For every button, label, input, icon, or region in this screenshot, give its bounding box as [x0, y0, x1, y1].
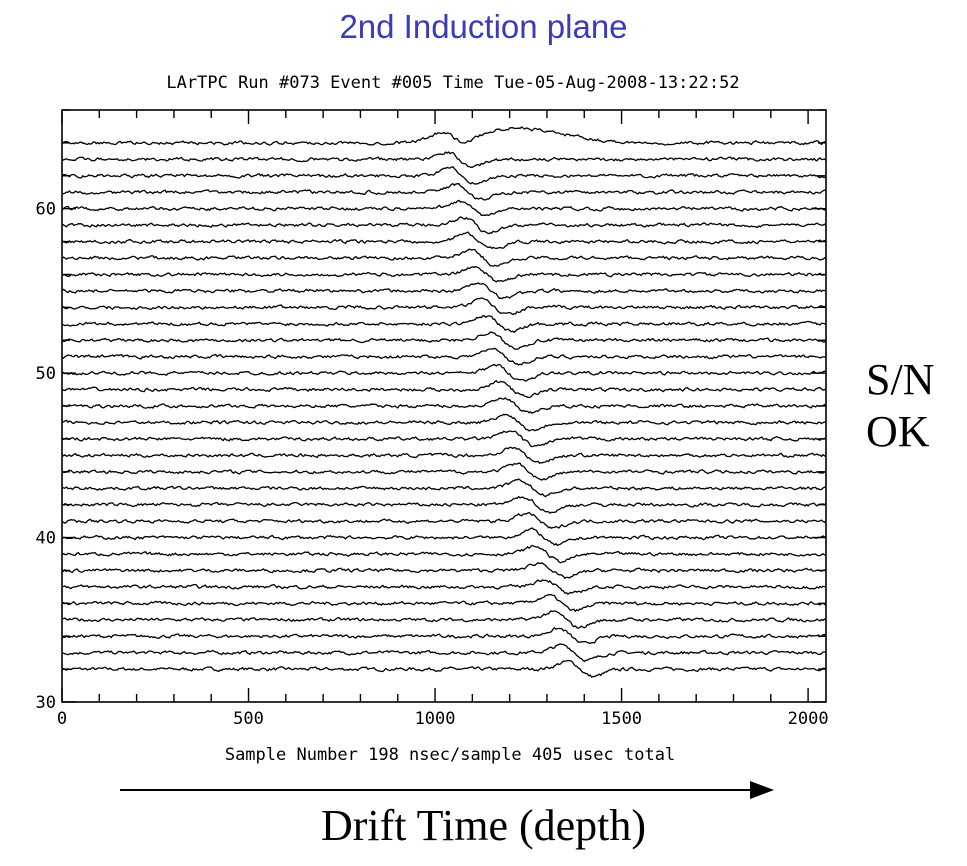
x-tick-label: 0 [57, 709, 67, 729]
waveform-ch-49 [61, 379, 827, 399]
waveform-ch-50 [61, 363, 827, 382]
waveform-ch-39 [61, 544, 827, 564]
waveform-ch-36 [61, 593, 827, 613]
x-tick-label: 500 [233, 709, 264, 729]
waveform-ch-34 [61, 626, 827, 645]
waveform-ch-44 [61, 462, 827, 481]
waveform-ch-48 [61, 397, 827, 414]
x-tick-label: 1000 [415, 709, 456, 729]
slide-title: 2nd Induction plane [339, 8, 628, 45]
waveform-ch-57 [61, 248, 827, 267]
waveform-ch-59 [61, 216, 827, 235]
waveform-ch-55 [61, 282, 827, 300]
waveform-ch-46 [61, 430, 827, 448]
waveform-ch-42 [61, 495, 827, 515]
x-tick-label: 2000 [788, 709, 829, 729]
sn-label: S/N OK [866, 358, 934, 454]
drift-arrow-head [750, 781, 774, 799]
y-tick-label: 60 [36, 200, 56, 220]
waveform-ch-60 [61, 199, 827, 217]
drift-time-caption: Drift Time (depth) [320, 801, 647, 850]
waveform-ch-32 [61, 659, 827, 678]
ok-text: OK [866, 407, 930, 456]
chart-title: LArTPC Run #073 Event #005 Time Tue-05-A… [166, 73, 739, 93]
waveform-ch-64 [61, 126, 827, 146]
waveform-ch-61 [61, 183, 827, 201]
waveform-ch-33 [61, 643, 826, 663]
waveform-ch-62 [62, 166, 826, 185]
waveform-ch-52 [61, 331, 827, 350]
waveform-ch-40 [61, 527, 827, 547]
sn-text: S/N [866, 355, 935, 404]
waveform-traces [61, 126, 827, 678]
y-tick-label: 40 [36, 529, 56, 549]
waveform-ch-38 [61, 561, 827, 580]
x-tick-label: 1500 [601, 709, 642, 729]
waveform-ch-53 [61, 315, 827, 334]
waveform-ch-51 [61, 347, 827, 366]
waveform-ch-41 [61, 511, 827, 529]
waveform-ch-54 [61, 297, 827, 316]
waveform-ch-45 [61, 446, 827, 464]
waveform-ch-43 [62, 478, 827, 498]
y-tick-label: 30 [36, 693, 56, 713]
x-axis-label: Sample Number 198 nsec/sample 405 usec t… [225, 745, 675, 765]
waveform-ch-37 [61, 579, 827, 596]
waveform-ch-63 [61, 151, 827, 169]
waveform-ch-58 [61, 231, 826, 250]
axis-ticks: 0 500 1000 1500 2000 30 40 50 60 [36, 109, 829, 729]
waveform-ch-35 [62, 610, 827, 630]
waveform-ch-56 [61, 265, 827, 283]
waveform-ch-47 [62, 413, 827, 432]
y-tick-label: 50 [36, 364, 56, 384]
